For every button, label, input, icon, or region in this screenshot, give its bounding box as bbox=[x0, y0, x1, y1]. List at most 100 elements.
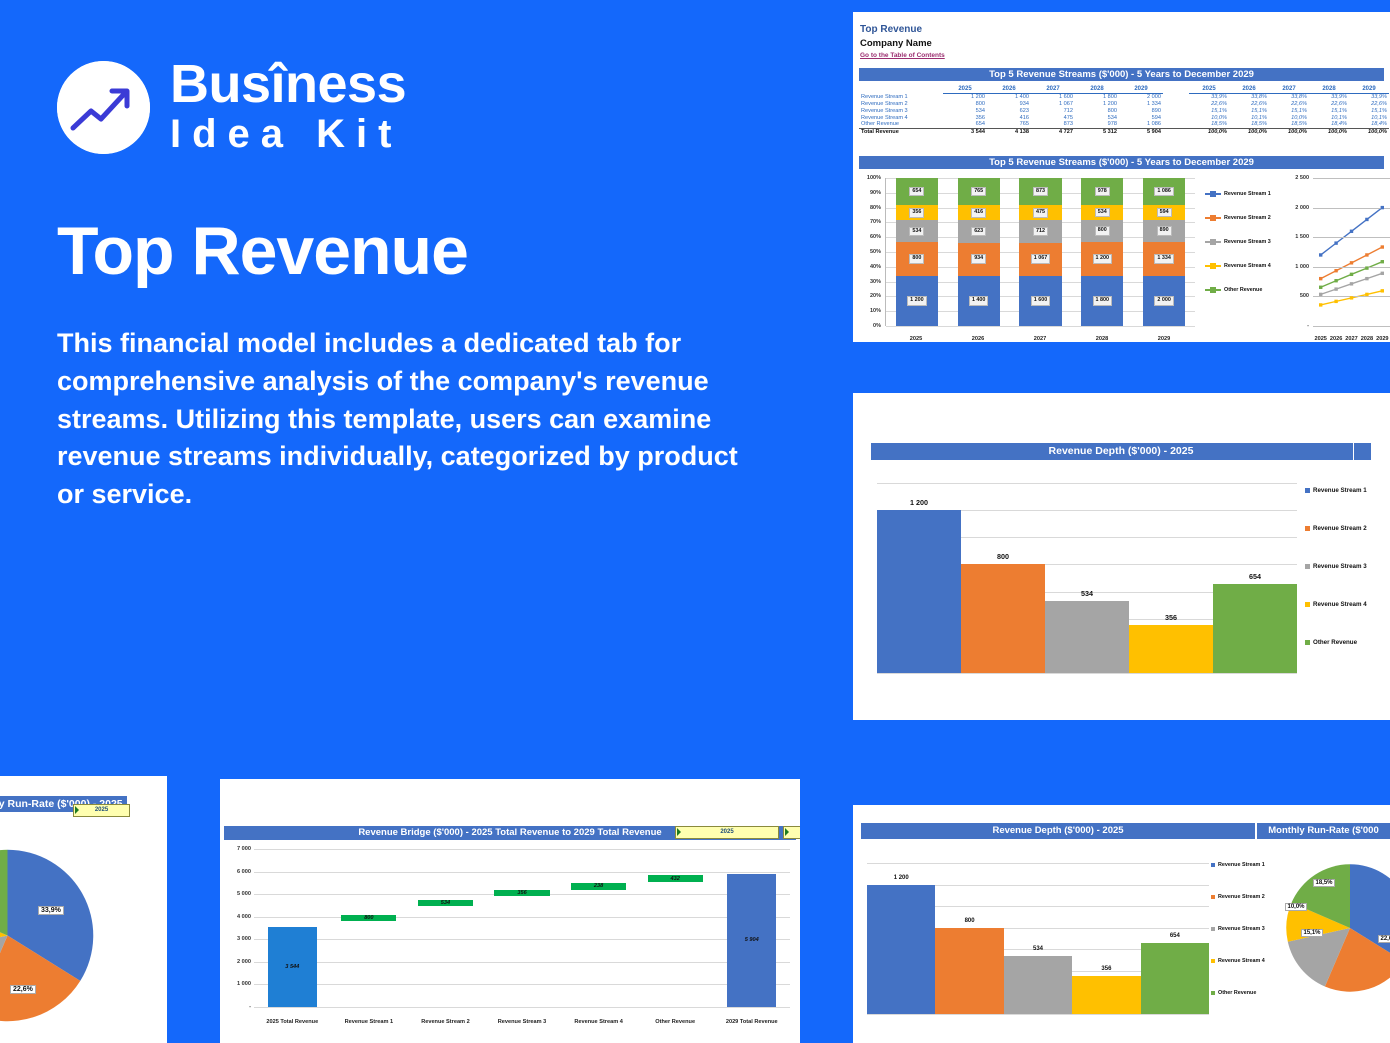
bridge-start-year-dropdown[interactable]: 2025 bbox=[675, 826, 779, 839]
y-tick: 100% bbox=[866, 175, 881, 181]
stack-segment: 873 bbox=[1019, 178, 1062, 206]
cell: 356 bbox=[975, 114, 985, 121]
legend-label: Revenue Stream 1 bbox=[1218, 862, 1265, 868]
x-tick: 2029 Total Revenue bbox=[725, 1019, 778, 1025]
segment-value: 416 bbox=[971, 208, 987, 218]
revenue-depth-legend: Revenue Stream 1 Revenue Stream 2 Revenue … bbox=[1305, 471, 1387, 661]
cell: 1 400 bbox=[1015, 94, 1029, 101]
bar-rect bbox=[1072, 975, 1141, 1014]
bar: 534 bbox=[1003, 946, 1073, 1014]
bar-value-label: 356 bbox=[1101, 965, 1112, 972]
cell-pct: 22,6% bbox=[1371, 100, 1387, 107]
x-tick: 2025 Total Revenue bbox=[266, 1019, 319, 1025]
data-point bbox=[1334, 299, 1338, 304]
bar-value-label: 1 200 bbox=[893, 874, 909, 881]
gridline bbox=[1313, 237, 1390, 239]
segment-value: 534 bbox=[909, 226, 925, 237]
stack-segment: 475 bbox=[1019, 205, 1062, 221]
bar-rect bbox=[935, 927, 1004, 1014]
legend-marker bbox=[1210, 214, 1216, 221]
y-tick: 2 000 bbox=[237, 958, 251, 965]
revenue-streams-table: 2025 2026 2027 2028 2029 2025 2026 2027 … bbox=[859, 86, 1389, 136]
x-tick: Revenue Stream 4 bbox=[574, 1019, 623, 1025]
row-label: Revenue Stream 4 bbox=[861, 114, 908, 121]
legend-line-swatch bbox=[1205, 190, 1221, 197]
stacked-column: 765 416 623 934 1 400 bbox=[957, 178, 1000, 326]
cell: 1 086 bbox=[1147, 121, 1161, 128]
table-row: Revenue Stream 1 1 200 1 400 1 600 1 800 2 0… bbox=[859, 93, 1389, 100]
legend-item: Other Revenue bbox=[1205, 278, 1283, 302]
waterfall-chart: 3 544 800 534 356 238 432 5 904 - 1 000 2 000 3 0… bbox=[224, 841, 796, 1029]
cell: 890 bbox=[1151, 107, 1161, 114]
cell-pct: 33,9% bbox=[1331, 94, 1347, 101]
legend-line-swatch bbox=[1205, 262, 1221, 269]
y-tick: 1 000 bbox=[237, 981, 251, 988]
year-selector-dropdown[interactable]: 2025 bbox=[73, 804, 130, 817]
gridline bbox=[867, 949, 1209, 951]
brand-line-business: Busîness bbox=[170, 54, 407, 114]
bar: 654 bbox=[1213, 572, 1297, 673]
revenue-depth-panel: Revenue Depth ($'000) - 2025 1 200 800 534… bbox=[853, 393, 1390, 720]
monthly-run-rate-panel-left: Monthly Run-Rate ($'000) - 2025 2025 33,… bbox=[0, 776, 167, 1043]
gridline bbox=[254, 939, 790, 941]
data-point bbox=[1319, 292, 1323, 297]
pie-label: 10,0% bbox=[1285, 903, 1308, 911]
data-point bbox=[1319, 253, 1323, 257]
gridline bbox=[867, 863, 1209, 864]
gridline bbox=[254, 849, 790, 850]
gridline bbox=[877, 564, 1297, 566]
bar-rect bbox=[877, 510, 961, 673]
cell: 594 bbox=[1151, 114, 1161, 121]
cell-total-pct: 100,0% bbox=[1229, 127, 1269, 136]
table-of-contents-link[interactable]: Go to the Table of Contents bbox=[860, 52, 945, 59]
col-year-pct: 2026 bbox=[1229, 86, 1269, 94]
legend-swatch bbox=[1211, 863, 1215, 867]
row-label: Revenue Stream 3 bbox=[861, 107, 908, 114]
cell: 1 067 bbox=[1059, 100, 1073, 107]
cell: 765 bbox=[1019, 121, 1029, 128]
band-divider bbox=[1353, 443, 1354, 460]
legend-swatch bbox=[1305, 525, 1310, 531]
data-point bbox=[1334, 241, 1338, 245]
stack-segment: 623 bbox=[957, 220, 1000, 243]
cell: 978 bbox=[1107, 121, 1117, 128]
cell-pct: 10,0% bbox=[1291, 114, 1307, 121]
spreadsheet-panel-top: Top Revenue Company Name Go to the Table… bbox=[853, 12, 1390, 342]
row-label: Revenue Stream 2 bbox=[861, 100, 908, 107]
waterfall-column: 238 bbox=[560, 849, 637, 1007]
table-total-row: Total Revenue 3 544 4 138 4 727 5 312 5 904 … bbox=[859, 127, 1389, 136]
x-tick: 2027 bbox=[1033, 336, 1047, 342]
stack-segment: 978 bbox=[1081, 178, 1124, 206]
legend-swatch bbox=[1211, 927, 1215, 931]
segment-value: 1 086 bbox=[1154, 186, 1174, 197]
legend-marker bbox=[1210, 286, 1216, 293]
cell: 534 bbox=[1107, 114, 1117, 121]
y-tick: 50% bbox=[869, 249, 881, 255]
bridge-end-year-dropdown[interactable]: 2029 bbox=[783, 826, 800, 839]
legend-line-swatch bbox=[1205, 286, 1221, 293]
pie-slice bbox=[0, 849, 8, 936]
segment-value: 712 bbox=[1032, 226, 1048, 237]
waterfall-column: 356 bbox=[484, 849, 561, 1007]
legend-item: Revenue Stream 4 bbox=[1205, 254, 1283, 278]
bar-rect bbox=[961, 564, 1045, 673]
column-slot: 1 086 594 890 1 334 2 000 bbox=[1133, 178, 1195, 326]
sheet-tab-title: Top Revenue bbox=[860, 24, 923, 35]
bar: 654 bbox=[1140, 933, 1210, 1014]
segment-value: 1 800 bbox=[1092, 296, 1113, 306]
waterfall-column: 3 544 bbox=[254, 849, 331, 1007]
growth-arrow-chart-icon bbox=[57, 60, 150, 154]
cell-pct: 22,6% bbox=[1291, 100, 1307, 107]
revenue-depth-title-band: Revenue Depth ($'000) - 2025 bbox=[871, 443, 1371, 460]
cell: 712 bbox=[1063, 107, 1073, 114]
x-tick: 2025 bbox=[1314, 336, 1327, 342]
cell: 534 bbox=[975, 107, 985, 114]
gridline bbox=[1313, 207, 1390, 209]
pie-slices bbox=[1286, 864, 1390, 992]
legend-label: Revenue Stream 3 bbox=[1313, 562, 1367, 570]
data-point bbox=[1334, 269, 1338, 273]
pie-slice bbox=[1350, 864, 1390, 953]
gridline bbox=[254, 871, 790, 873]
segment-value: 934 bbox=[971, 254, 987, 264]
depth-small-title-band: Revenue Depth ($'000) - 2025 bbox=[861, 823, 1255, 839]
